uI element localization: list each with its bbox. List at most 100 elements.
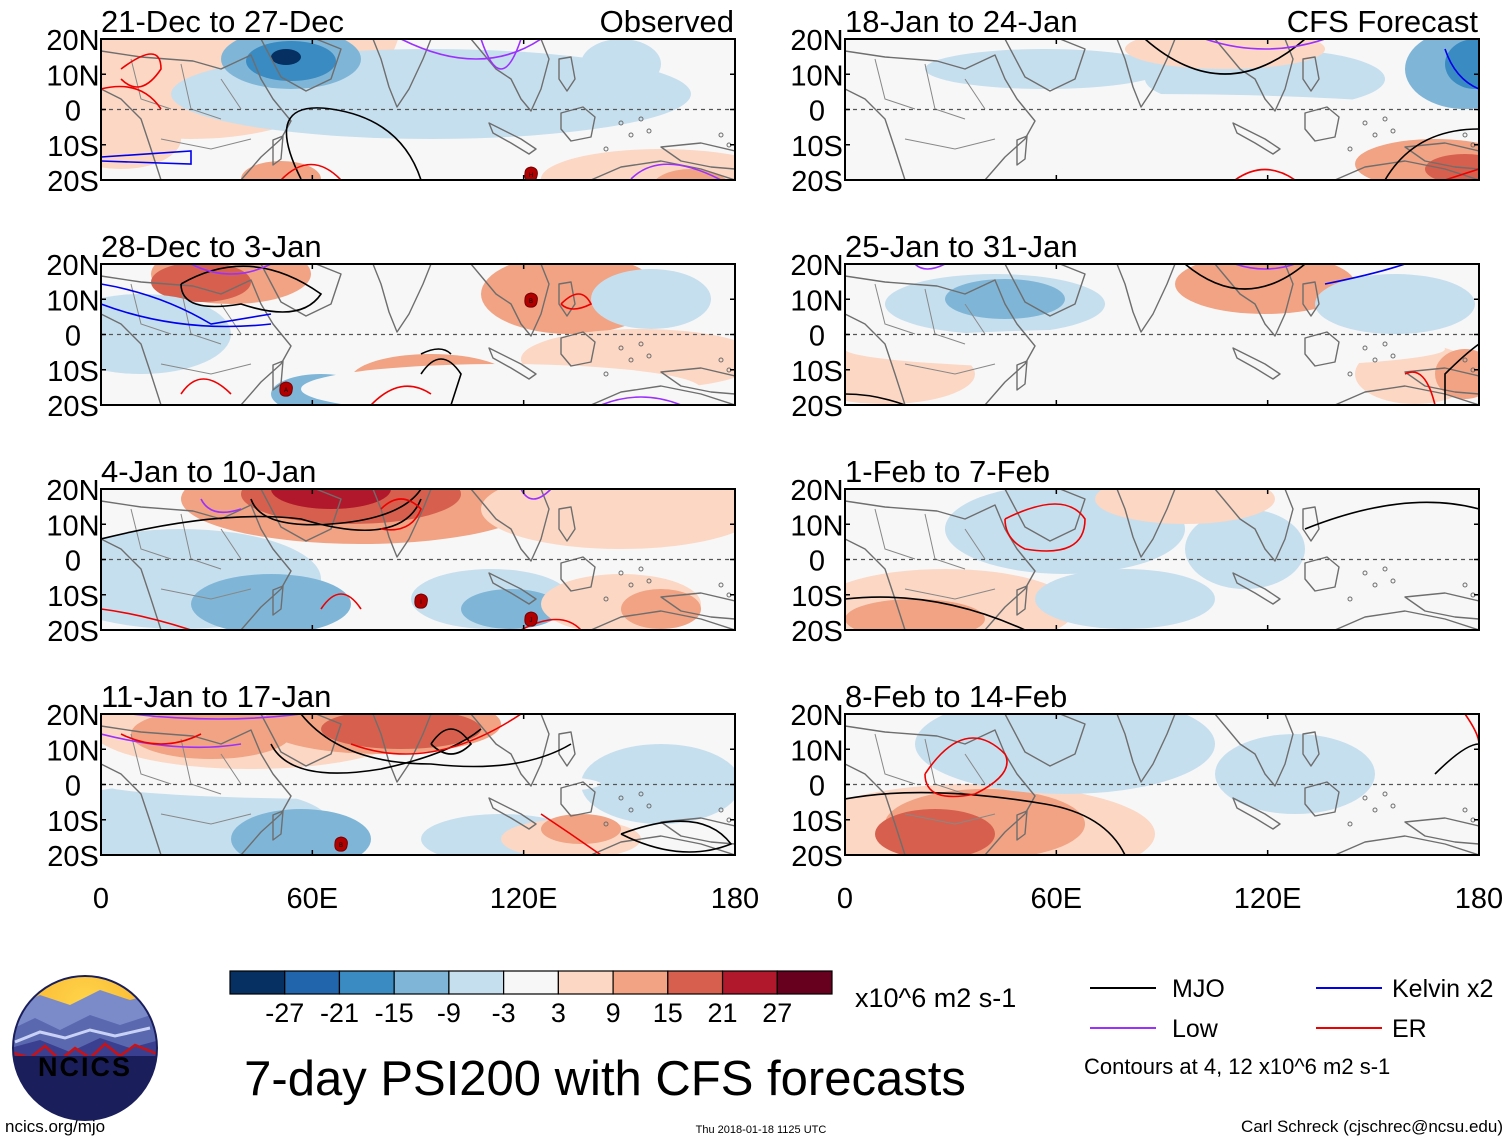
coastline: [1016, 360, 1028, 391]
footer-url: ncics.org/mjo: [5, 1117, 105, 1136]
island: [1462, 132, 1468, 138]
coastline: [660, 592, 735, 620]
colorbar-swatch: [503, 970, 559, 995]
coastline: [845, 50, 1036, 180]
map-panel: [844, 488, 1480, 631]
border-line: [874, 58, 916, 110]
island: [1382, 791, 1388, 797]
contour-low: [101, 733, 242, 749]
coastline: [101, 500, 292, 630]
colorbar-swatch: [612, 970, 669, 995]
anomaly-shading: [101, 109, 181, 169]
contour-er: [350, 714, 522, 755]
island: [628, 582, 634, 588]
map-panel: B: [100, 713, 736, 856]
coastline: [560, 556, 596, 592]
colorbar-label: 27: [762, 998, 792, 1028]
contour-low: [190, 264, 272, 275]
anomaly-shading: [231, 809, 371, 855]
coastline: [1214, 714, 1294, 787]
colorbar-label: 21: [708, 998, 738, 1028]
contour-er: [540, 813, 602, 855]
anomaly-shading: [1435, 349, 1479, 399]
y-tick-label: 10S: [47, 356, 99, 388]
coastline: [660, 817, 735, 845]
island: [638, 341, 644, 347]
island: [618, 795, 624, 801]
anomaly-shading: [131, 714, 291, 759]
anomaly-shading: [621, 589, 701, 629]
island: [1347, 371, 1353, 377]
anomaly-shading: [321, 714, 481, 749]
border-line: [160, 363, 252, 375]
logo-ridge: [14, 1026, 151, 1044]
coastline: [1116, 714, 1176, 783]
coastline: [372, 714, 432, 783]
coastline: [1304, 781, 1340, 817]
logo-ring: [12, 975, 158, 1121]
storm-marker: B: [524, 292, 538, 308]
contour-mjo: [420, 358, 462, 405]
contour-er: [101, 85, 162, 110]
coastline: [101, 725, 292, 855]
coastline: [558, 281, 576, 317]
coastline: [1404, 592, 1479, 620]
contour-er: [520, 618, 582, 630]
coastline: [372, 489, 432, 558]
storm-icon: [334, 836, 348, 852]
y-tick-label: 20S: [47, 166, 99, 198]
axes: 21-Dec to 27-Dec Observed20N10N010S20S28-…: [46, 4, 1503, 915]
coastline: [1404, 367, 1479, 395]
colorbar-units: x10^6 m2 s-1: [855, 983, 1016, 1013]
y-tick-label: 10S: [47, 806, 99, 838]
storm-label: A: [284, 388, 288, 394]
coastline: [260, 264, 342, 317]
y-tick-label: 10N: [46, 510, 99, 542]
colorbar-swatch: [393, 970, 450, 995]
panel-title: 21-Dec to 27-Dec: [101, 4, 344, 39]
legend-label: ER: [1392, 1015, 1427, 1043]
coastline: [558, 56, 576, 92]
island: [628, 132, 634, 138]
island: [638, 566, 644, 572]
coastline: [1404, 142, 1479, 170]
island: [1390, 578, 1396, 584]
anomaly-shading: [845, 329, 1445, 369]
y-tick-label: 20S: [791, 166, 843, 198]
contour-mjo: [250, 489, 422, 526]
island: [1390, 128, 1396, 134]
bottom-section: NCICS -27 -21 -15 -9 -3 3 9 15 21 27 x10^6 m2 s-1 7-…: [5, 970, 1503, 1136]
storm-marker: J: [524, 611, 538, 627]
island: [638, 791, 644, 797]
contour-low: [520, 489, 552, 500]
anomaly-shading: [1125, 39, 1325, 69]
ncics-logo: NCICS: [12, 975, 158, 1121]
border-line: [220, 303, 242, 335]
contour-mjo: [420, 348, 452, 355]
contour-mjo: [1444, 343, 1479, 405]
island: [603, 371, 609, 377]
coastline: [845, 500, 1036, 630]
storm-icon: [414, 593, 428, 609]
contour-note: Contours at 4, 12 x10^6 m2 s-1: [1084, 1054, 1390, 1079]
coastline: [470, 714, 550, 787]
contour-low: [200, 498, 242, 514]
colorbar-label: -21: [320, 998, 359, 1028]
border-line: [964, 528, 986, 560]
y-tick-label: 20N: [46, 250, 99, 282]
y-tick-label: 20S: [47, 841, 99, 873]
contour-mjo: [845, 393, 906, 405]
anomaly-shading: [845, 94, 1445, 134]
panel-title: 18-Jan to 24-Jan: [845, 4, 1078, 39]
island: [718, 582, 724, 588]
border-line: [160, 813, 252, 825]
coastline: [845, 725, 1036, 855]
coastline: [1004, 264, 1086, 317]
island: [1362, 345, 1368, 351]
colorbar-swatch: [557, 970, 614, 995]
y-tick-label: 20S: [791, 616, 843, 648]
storm-marker: H: [524, 166, 538, 180]
colorbar-label: 3: [551, 998, 566, 1028]
coastline: [660, 367, 735, 395]
colorbar-swatch: [229, 970, 286, 995]
